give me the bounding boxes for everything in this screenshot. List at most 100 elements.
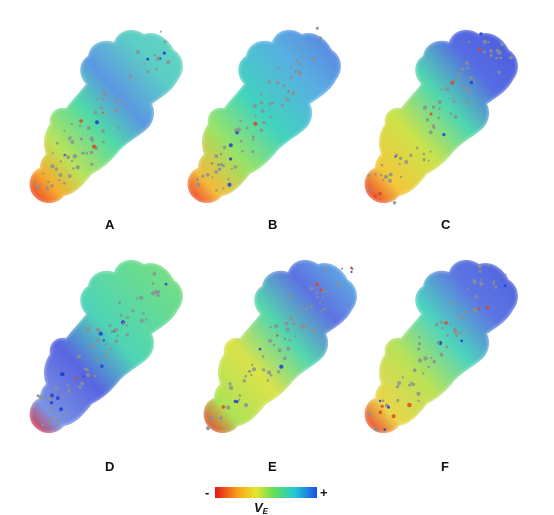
atom-dot xyxy=(292,322,296,326)
atom-dot xyxy=(430,356,433,360)
atom-dot xyxy=(453,330,458,335)
atom-dot xyxy=(50,164,55,169)
atom-dot xyxy=(82,375,85,378)
surface-highlight xyxy=(186,28,343,205)
atom-dot xyxy=(152,272,157,276)
atom-dot xyxy=(263,121,267,124)
atom-dot xyxy=(473,79,476,83)
atom-dot xyxy=(297,70,302,75)
atom-dot xyxy=(465,101,469,105)
atom-dot xyxy=(469,80,474,85)
atom-dot xyxy=(66,388,71,393)
atom-dot xyxy=(259,128,264,133)
atom-dot xyxy=(261,355,265,358)
atom-dot xyxy=(124,102,127,105)
atom-dot xyxy=(467,90,470,93)
atom-dot xyxy=(55,141,59,145)
atom-dot xyxy=(275,80,280,85)
atom-dot xyxy=(492,280,495,283)
atom-dot xyxy=(142,62,146,65)
atom-dot xyxy=(487,264,490,267)
panel-e xyxy=(202,258,359,435)
panel-label-c: C xyxy=(441,217,451,232)
atom-dot xyxy=(415,146,419,150)
atom-dot xyxy=(315,291,318,294)
atom-dot xyxy=(75,165,80,170)
atom-dot xyxy=(219,162,223,166)
surface-highlight xyxy=(363,28,520,205)
atom-dot xyxy=(380,173,383,177)
atom-dot xyxy=(125,332,130,337)
atom-dot xyxy=(228,382,232,386)
atom-dot xyxy=(214,170,218,174)
atom-dot xyxy=(422,372,425,375)
atom-dot xyxy=(251,150,255,154)
atom-dot xyxy=(272,343,276,347)
atom-dot xyxy=(155,56,161,61)
atom-dot xyxy=(239,139,243,143)
atom-dot xyxy=(64,411,68,415)
atom-dot xyxy=(482,39,487,44)
atom-dot xyxy=(66,383,70,387)
atom-dot xyxy=(262,368,266,372)
atom-dot xyxy=(274,324,279,329)
atom-dot xyxy=(251,363,254,367)
panel-d xyxy=(28,258,185,435)
atom-dot xyxy=(461,316,465,321)
atom-dot xyxy=(96,97,99,100)
atom-dot xyxy=(399,156,403,160)
atom-dot xyxy=(479,32,483,36)
atom-dot xyxy=(300,310,303,313)
atom-dot xyxy=(423,356,428,361)
atom-dot xyxy=(166,60,171,65)
atom-dot xyxy=(441,326,444,330)
atom-dot xyxy=(96,338,101,343)
atom-dot xyxy=(398,163,401,166)
atom-dot xyxy=(269,326,272,329)
atom-dot xyxy=(102,111,105,114)
atom-dot xyxy=(89,150,94,155)
atom-dot xyxy=(55,418,60,423)
atom-dot xyxy=(279,364,284,369)
atom-dots xyxy=(36,272,168,427)
atom-dot xyxy=(51,152,54,155)
atom-dot xyxy=(58,173,63,177)
atom-dot xyxy=(378,191,382,196)
atom-dot xyxy=(59,407,64,412)
atom-dot xyxy=(237,398,241,401)
atom-dot xyxy=(467,40,471,43)
atom-dot xyxy=(70,159,74,162)
atom-dot xyxy=(80,381,84,386)
atom-dot xyxy=(295,59,299,63)
atom-dot xyxy=(77,354,82,359)
atom-dot xyxy=(222,145,227,150)
atom-dot xyxy=(104,353,109,358)
atom-dot xyxy=(282,84,286,88)
atom-dot xyxy=(395,385,400,389)
molecule-surface-icon xyxy=(364,29,518,204)
atom-dot xyxy=(50,404,53,408)
atom-dot xyxy=(283,356,287,361)
atom-dot xyxy=(250,374,253,377)
atom-dot xyxy=(409,153,413,157)
atom-dot xyxy=(219,416,223,420)
atom-dot xyxy=(70,140,75,144)
atom-dot xyxy=(121,98,125,102)
atom-dot xyxy=(455,78,459,81)
atom-dot xyxy=(284,321,289,326)
atom-dot xyxy=(472,307,475,310)
atom-dot xyxy=(50,409,54,413)
atom-dot xyxy=(72,167,75,170)
atom-dot xyxy=(411,382,416,387)
atom-dot xyxy=(33,181,37,184)
panel-label-f: F xyxy=(441,459,449,474)
atom-dot xyxy=(100,128,105,133)
atom-dot xyxy=(309,286,314,291)
atom-dot xyxy=(367,412,371,416)
color-scale-min-symbol: - xyxy=(205,485,209,500)
atom-dot xyxy=(473,308,478,313)
atom-dot xyxy=(47,421,51,424)
atom-dot xyxy=(100,364,104,368)
atom-dot xyxy=(54,167,58,171)
atom-dot xyxy=(226,405,231,410)
